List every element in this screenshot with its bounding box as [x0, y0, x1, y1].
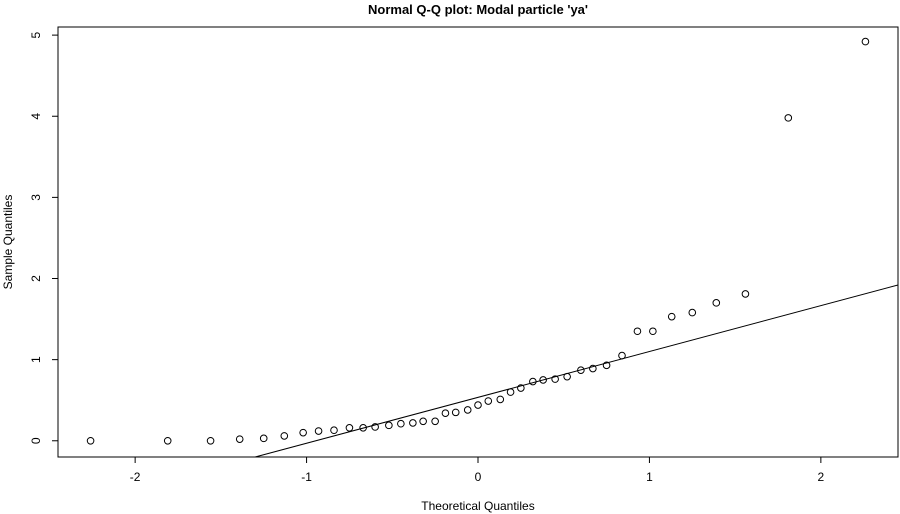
data-point: [539, 376, 547, 384]
y-tick-label: 3: [29, 194, 43, 201]
y-tick-label: 0: [29, 437, 43, 444]
data-point: [529, 377, 537, 386]
y-tick-label: 2: [29, 275, 43, 282]
data-point: [484, 397, 493, 405]
data-point: [431, 417, 439, 426]
data-point: [259, 434, 268, 443]
x-tick-label: -1: [301, 470, 312, 484]
data-point: [784, 114, 793, 122]
data-point: [345, 423, 354, 432]
data-point: [314, 427, 323, 435]
data-point: [667, 312, 676, 321]
data-point: [551, 375, 559, 383]
x-tick-label: 2: [818, 470, 825, 484]
data-point: [688, 308, 697, 317]
data-point: [741, 290, 750, 298]
data-point: [712, 299, 721, 307]
x-tick-label: 0: [475, 470, 482, 484]
x-axis-label: Theoretical Quantiles: [421, 499, 534, 513]
data-point: [463, 406, 472, 414]
y-axis: 0 1 2 3 4 5: [29, 31, 58, 444]
y-tick-label: 5: [29, 31, 43, 38]
data-point: [618, 351, 626, 360]
data-points: [86, 37, 870, 445]
y-axis-label: Sample Quantiles: [1, 195, 15, 290]
data-point: [299, 428, 307, 437]
chart-title: Normal Q-Q plot: Modal particle 'ya': [368, 2, 588, 17]
data-point: [506, 388, 515, 396]
data-point: [330, 426, 338, 435]
data-point: [163, 436, 172, 445]
data-point: [451, 408, 460, 417]
plot-area-frame: [57, 26, 899, 458]
x-tick-label: -2: [130, 470, 141, 484]
y-tick-label: 4: [29, 113, 43, 120]
data-point: [371, 423, 379, 431]
data-point: [86, 436, 95, 445]
y-tick-label: 1: [29, 356, 43, 363]
data-point: [474, 401, 482, 409]
data-point: [441, 409, 450, 417]
data-point: [280, 432, 289, 440]
x-axis: -2 -1 0 1 2: [130, 457, 825, 484]
data-point: [577, 366, 585, 374]
data-point: [861, 37, 870, 46]
data-point: [589, 364, 597, 373]
data-point: [649, 327, 657, 336]
data-point: [496, 395, 505, 404]
reference-line: [255, 284, 899, 458]
data-point: [397, 419, 405, 428]
data-point: [517, 384, 525, 392]
x-tick-label: 1: [646, 470, 653, 484]
data-point: [633, 327, 642, 336]
data-point: [419, 417, 427, 426]
data-point: [385, 421, 393, 430]
data-point: [409, 419, 417, 427]
data-point: [602, 361, 611, 370]
data-point: [206, 436, 215, 445]
data-point: [563, 372, 571, 381]
data-point: [235, 435, 244, 443]
data-point: [359, 423, 367, 432]
